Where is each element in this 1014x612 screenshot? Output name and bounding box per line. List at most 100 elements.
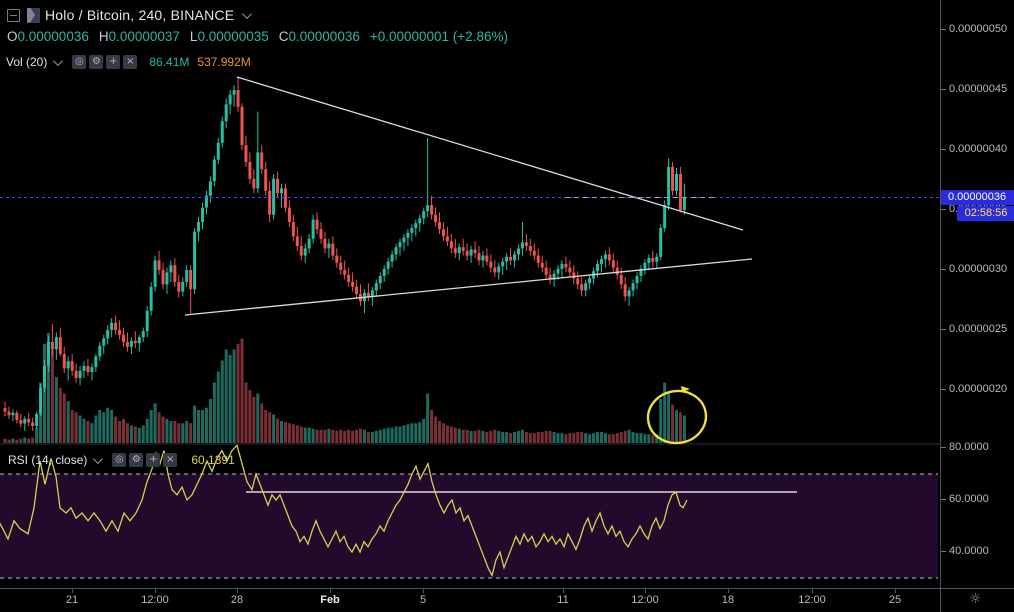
candle-body [532,250,536,256]
candle-body [193,231,197,290]
volume-bar [291,424,295,443]
candle-body [351,282,355,287]
volume-bar [461,429,465,443]
volume-bar [15,439,19,443]
volume-bar [35,427,39,443]
candle-body [517,248,520,255]
candle-body [299,246,303,256]
candle-body [260,152,264,170]
candle-body [165,272,169,285]
chevron-down-icon[interactable] [53,55,64,66]
add-icon[interactable]: + [146,453,161,467]
candle-body [149,286,153,311]
candle-body [623,284,627,297]
candle-body [7,411,11,416]
volume-bar [50,349,54,443]
candle-body [181,282,185,292]
volume-bar [517,430,520,443]
rsi-indicator-label[interactable]: RSI (14, close) [8,453,88,467]
volume-bar [137,427,141,443]
volume-bar [398,426,402,443]
chart-canvas-area[interactable] [0,0,940,588]
candle-body [122,334,125,342]
volume-bar [248,390,252,443]
volume-bar [114,416,118,443]
volume-bar [129,425,133,443]
eye-icon[interactable]: ◎ [112,453,127,467]
volume-bar [639,433,643,443]
volume-bar [477,429,481,443]
volume-bar [453,427,457,443]
chevron-down-icon[interactable] [93,453,104,464]
volume-ma-value: 537.992M [197,55,251,69]
close-icon[interactable]: × [163,453,178,467]
time-tick-mark [645,589,646,593]
gear-icon[interactable]: ⚙ [129,453,144,467]
volume-bar [438,421,441,443]
time-axis[interactable]: 21 12:00 28 Feb 5 11 12:00 18 12:00 25 [0,588,940,612]
close-icon[interactable]: × [123,55,138,69]
candle-body [204,195,208,208]
chevron-down-icon[interactable] [242,8,253,19]
candle-body [90,367,94,372]
candle-body [568,267,572,273]
candle-body [280,188,283,194]
volume-bar [236,344,240,443]
volume-bar [169,421,173,443]
candle-body [157,260,161,270]
candle-body [611,260,615,268]
candle-body [319,229,323,239]
candle-body [655,256,659,262]
candle-body [596,264,599,272]
volume-bar [201,410,204,443]
volume-indicator-row: Vol (20) ◎ ⚙ + × 86.41M 537.992M [6,54,508,70]
eye-icon[interactable]: ◎ [72,55,87,69]
price-axis[interactable]: 0.00000036 02:58:56 0.00000050 0.00000045… [940,0,1014,588]
candle-body [635,276,639,284]
candle-body [398,242,402,248]
sun-icon[interactable]: ☼ [969,591,982,607]
candle-body [268,190,272,215]
candle-body [461,247,465,251]
gear-icon[interactable]: ⚙ [89,55,104,69]
chart-svg[interactable] [0,0,940,588]
candle-body [489,261,493,268]
volume-bar [355,429,359,443]
candle-body [469,249,473,256]
candle-body [438,222,441,230]
candle-body [651,258,655,262]
volume-bar [489,430,493,443]
collapse-legend-icon[interactable] [7,8,20,22]
volume-indicator-label[interactable]: Vol (20) [6,55,48,69]
volume-bar [54,377,58,443]
volume-bar [46,333,50,443]
candle-body [667,166,671,206]
volume-bar [678,412,682,443]
symbol-title[interactable]: Holo / Bitcoin, 240, BINANCE [45,7,235,23]
volume-bar [524,432,528,443]
volume-bar [485,432,489,443]
candle-body [580,284,584,291]
volume-bar [394,426,398,443]
candle-body [50,342,54,350]
candle-body [643,262,647,269]
volume-bar [86,421,90,443]
bar-countdown: 02:58:56 [957,206,1014,221]
candle-body [481,255,485,261]
volume-bar [181,423,185,443]
candle-body [441,229,445,237]
candle-body [256,152,260,189]
add-icon[interactable]: + [106,55,121,69]
candle-body [216,142,220,160]
candle-body [137,337,141,344]
volume-bar [635,433,639,443]
volume-bar [177,423,181,443]
volume-bar [576,432,580,443]
volume-bar [185,421,189,443]
low-label: L [189,29,198,44]
candle-body [98,345,102,357]
volume-bar [520,429,524,443]
candle-body [343,270,347,275]
volume-bar [74,412,78,443]
volume-bar [465,429,469,443]
